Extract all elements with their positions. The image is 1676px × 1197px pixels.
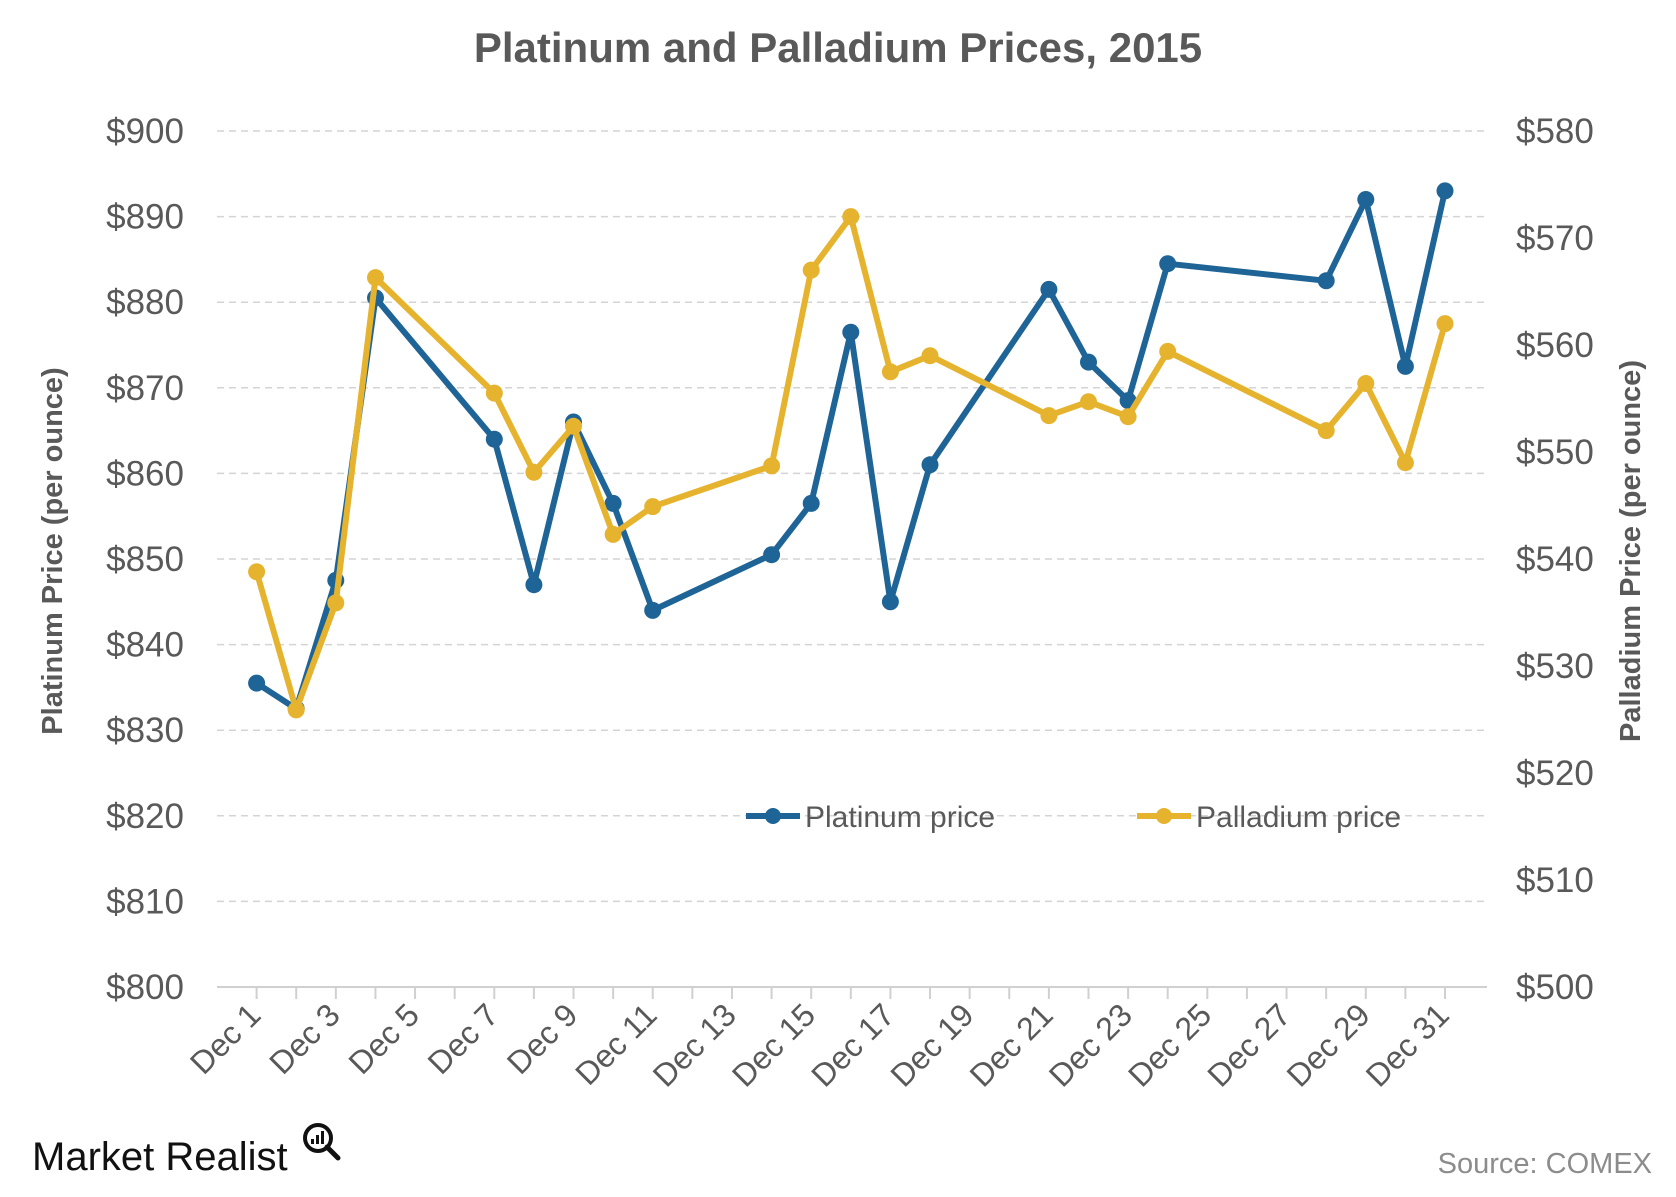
brand-logo: Market Realist xyxy=(32,1123,341,1179)
y-tick-label-right: $570 xyxy=(1516,219,1594,258)
y-tick-label-left: $850 xyxy=(106,540,184,579)
data-point-palladium xyxy=(1159,342,1177,360)
data-point-palladium xyxy=(842,208,860,226)
data-point-platinum xyxy=(881,593,899,611)
y-tick-label-right: $560 xyxy=(1516,326,1594,365)
y-tick-label-left: $870 xyxy=(106,369,184,408)
data-point-platinum xyxy=(1357,191,1375,208)
series-line-platinum xyxy=(253,187,1448,712)
x-tick-label: Dec 23 xyxy=(1042,996,1139,1093)
legend: Platinum price Palladium price xyxy=(746,801,1401,834)
source-note: Source: COMEX xyxy=(1438,1148,1652,1180)
chart-title: Platinum and Palladium Prices, 2015 xyxy=(474,24,1202,71)
left-y-axis: $800 $810 $820 $830 $840 $850 $860 $870 $880 $890… xyxy=(106,112,184,1007)
legend-item-palladium: Palladium price xyxy=(1137,801,1401,834)
y-tick-label-left: $820 xyxy=(106,797,184,836)
series-line-palladium xyxy=(253,213,1448,713)
data-point-platinum xyxy=(1317,272,1335,290)
data-point-palladium xyxy=(1119,408,1137,426)
y-tick-label-right: $510 xyxy=(1516,861,1594,900)
legend-label-palladium: Palladium price xyxy=(1196,801,1401,834)
data-point-palladium xyxy=(485,384,503,402)
magnifier-chart-icon xyxy=(303,1123,341,1161)
y-tick-label-left: $900 xyxy=(106,112,184,151)
data-point-palladium xyxy=(881,363,899,381)
x-tick-label: Dec 11 xyxy=(568,996,663,1091)
data-point-palladium xyxy=(604,525,622,543)
x-tick-label: Dec 25 xyxy=(1121,996,1218,1093)
x-tick-label: Dec 15 xyxy=(725,996,822,1093)
data-point-palladium xyxy=(1357,375,1375,392)
data-point-platinum xyxy=(644,601,662,619)
series-layer xyxy=(248,182,1454,719)
y-tick-label-left: $810 xyxy=(106,882,184,921)
legend-marker-platinum xyxy=(765,808,781,824)
data-point-platinum xyxy=(604,494,622,512)
data-point-platinum xyxy=(921,456,939,474)
y-tick-label-left: $890 xyxy=(106,198,184,237)
x-tick-label: Dec 7 xyxy=(421,996,506,1081)
data-point-palladium xyxy=(367,269,384,287)
legend-item-platinum: Platinum price xyxy=(746,801,995,834)
x-tick-label: Dec 21 xyxy=(963,996,1060,1093)
data-point-palladium xyxy=(1317,422,1335,440)
data-point-palladium xyxy=(565,417,582,435)
data-point-palladium xyxy=(1396,454,1414,472)
x-tick-label: Dec 13 xyxy=(646,996,743,1093)
data-point-palladium xyxy=(802,261,820,279)
x-tick-label: Dec 17 xyxy=(804,996,901,1093)
left-axis-title: Platinum Price (per ounce) xyxy=(37,367,69,734)
data-point-platinum xyxy=(485,430,503,448)
data-point-palladium xyxy=(921,347,939,365)
y-tick-label-right: $540 xyxy=(1516,540,1594,579)
data-point-palladium xyxy=(287,701,305,719)
data-point-platinum xyxy=(248,674,266,692)
x-tick-label: Dec 3 xyxy=(262,996,347,1081)
grid-layer xyxy=(217,130,1487,988)
data-point-platinum xyxy=(842,323,860,341)
x-tick-label: Dec 29 xyxy=(1280,996,1377,1093)
data-point-platinum xyxy=(1040,280,1058,298)
y-tick-label-left: $880 xyxy=(106,283,184,322)
data-point-palladium xyxy=(1040,407,1058,425)
y-tick-label-left: $840 xyxy=(106,626,184,665)
data-point-palladium xyxy=(525,463,543,481)
data-point-platinum xyxy=(802,494,820,512)
data-point-palladium xyxy=(1080,393,1097,411)
y-tick-label-right: $550 xyxy=(1516,433,1594,472)
right-axis-title: Palladium Price (per ounce) xyxy=(1615,360,1647,742)
y-tick-label-right: $500 xyxy=(1516,968,1594,1007)
y-tick-label-left: $860 xyxy=(106,454,184,493)
data-point-palladium xyxy=(644,498,662,516)
y-tick-label-left: $800 xyxy=(106,968,184,1007)
right-y-axis: $500 $510 $520 $530 $540 $550 $560 $570 $580 xyxy=(1516,112,1594,1007)
data-point-palladium xyxy=(763,457,781,475)
legend-marker-palladium xyxy=(1156,808,1172,824)
y-tick-label-right: $520 xyxy=(1516,754,1594,793)
y-tick-label-right: $580 xyxy=(1516,112,1594,151)
data-point-platinum xyxy=(1080,353,1097,371)
data-point-palladium xyxy=(1436,315,1454,333)
data-point-platinum xyxy=(1159,255,1177,273)
x-tick-label: Dec 31 xyxy=(1359,996,1456,1093)
data-point-palladium xyxy=(327,594,345,612)
x-tick-label: Dec 5 xyxy=(341,996,426,1081)
data-point-palladium xyxy=(248,563,266,581)
x-tick-label: Dec 27 xyxy=(1200,996,1297,1093)
brand-name: Market Realist xyxy=(32,1135,288,1179)
data-point-platinum xyxy=(1436,182,1454,200)
y-tick-label-right: $530 xyxy=(1516,647,1594,686)
data-point-platinum xyxy=(1396,357,1414,375)
y-tick-label-left: $830 xyxy=(106,711,184,750)
x-tick-label: Dec 19 xyxy=(883,996,980,1093)
x-tick-label: Dec 1 xyxy=(183,996,268,1081)
data-point-platinum xyxy=(525,576,543,594)
data-point-platinum xyxy=(763,546,781,564)
legend-label-platinum: Platinum price xyxy=(805,801,995,834)
